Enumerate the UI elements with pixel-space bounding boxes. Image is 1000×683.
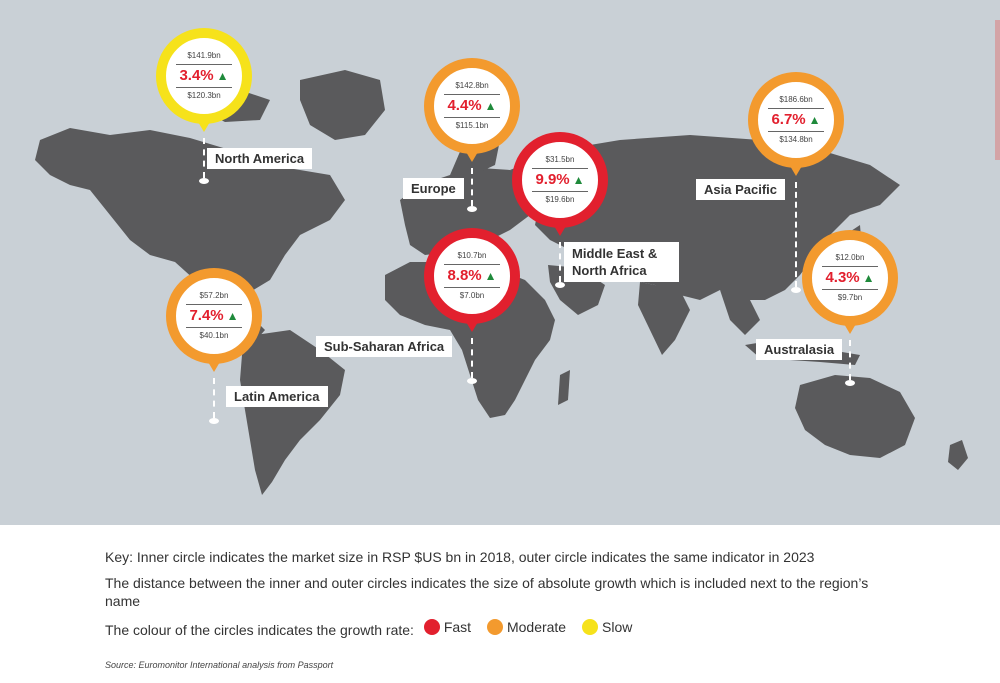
up-arrow-icon: ▲ — [216, 69, 229, 83]
market-size-2018: $120.3bn — [187, 91, 221, 100]
region-label-latin-america: Latin America — [226, 386, 328, 407]
key-line-colour: The colour of the circles indicates the … — [105, 618, 633, 638]
key-line-market-size: Key: Inner circle indicates the market s… — [105, 549, 815, 565]
pin-leader-line — [849, 340, 851, 380]
growth-rate: 4.3% ▲ — [822, 267, 878, 290]
legend-moderate: Moderate — [481, 618, 566, 636]
growth-rate: 7.4% ▲ — [186, 305, 242, 328]
growth-rate: 6.7% ▲ — [768, 109, 824, 132]
moderate-swatch-icon — [486, 619, 503, 635]
region-label-europe: Europe — [403, 178, 464, 199]
pin-anchor-dot — [467, 378, 477, 384]
pin-leader-line — [213, 378, 215, 418]
market-size-2018: $7.0bn — [459, 291, 485, 300]
pin-leader-line — [471, 338, 473, 378]
growth-rate: 9.9% ▲ — [532, 169, 588, 192]
region-label-sub-saharan-africa: Sub-Saharan Africa — [316, 336, 453, 357]
growth-bubble: $12.0bn 4.3% ▲ $9.7bn — [802, 230, 898, 326]
market-size-2023: $142.8bn — [444, 81, 500, 95]
growth-bubble: $31.5bn 9.9% ▲ $19.6bn — [512, 132, 608, 228]
growth-bubble: $186.6bn 6.7% ▲ $134.8bn — [748, 72, 844, 168]
pin-anchor-dot — [555, 282, 565, 288]
pin-leader-line — [795, 182, 797, 287]
pin-leader-line — [471, 168, 473, 206]
world-map: $141.9bn 3.4% ▲ $120.3bn North America $1… — [0, 0, 1000, 525]
region-label-north-america: North America — [207, 148, 313, 169]
market-size-2018: $40.1bn — [199, 331, 229, 340]
market-size-2023: $12.0bn — [822, 253, 878, 267]
market-size-2018: $115.1bn — [455, 121, 489, 130]
key-line-distance: The distance between the inner and outer… — [105, 575, 869, 609]
pin-anchor-dot — [209, 418, 219, 424]
growth-bubble: $10.7bn 8.8% ▲ $7.0bn — [424, 228, 520, 324]
pin-anchor-dot — [199, 178, 209, 184]
pin-anchor-dot — [791, 287, 801, 293]
market-size-2018: $19.6bn — [545, 195, 575, 204]
source-note: Source: Euromonitor International analys… — [105, 660, 334, 670]
market-size-2023: $57.2bn — [186, 291, 242, 305]
region-label-middle-east-north-africa: Middle East & North Africa — [564, 242, 679, 282]
growth-bubble: $142.8bn 4.4% ▲ $115.1bn — [424, 58, 520, 154]
fast-swatch-icon — [423, 619, 440, 635]
market-size-2023: $141.9bn — [176, 51, 232, 65]
market-size-2018: $134.8bn — [779, 135, 813, 144]
up-arrow-icon: ▲ — [862, 271, 875, 285]
up-arrow-icon: ▲ — [808, 113, 821, 127]
up-arrow-icon: ▲ — [484, 269, 497, 283]
up-arrow-icon: ▲ — [226, 309, 239, 323]
growth-bubble: $141.9bn 3.4% ▲ $120.3bn — [156, 28, 252, 124]
market-size-2023: $186.6bn — [768, 95, 824, 109]
pin-leader-line — [559, 242, 561, 282]
legend-fast: Fast — [418, 618, 471, 636]
growth-bubble: $57.2bn 7.4% ▲ $40.1bn — [166, 268, 262, 364]
edge-marker — [995, 20, 1000, 160]
map-key: Key: Inner circle indicates the market s… — [105, 548, 905, 647]
up-arrow-icon: ▲ — [484, 99, 497, 113]
slow-swatch-icon — [582, 619, 598, 635]
region-label-asia-pacific: Asia Pacific — [696, 179, 785, 200]
market-size-2023: $10.7bn — [444, 251, 500, 265]
legend-slow: Slow — [576, 618, 632, 636]
growth-rate: 8.8% ▲ — [444, 265, 500, 288]
region-label-australasia: Australasia — [756, 339, 843, 360]
growth-rate: 4.4% ▲ — [444, 95, 500, 118]
growth-rate: 3.4% ▲ — [176, 65, 232, 88]
up-arrow-icon: ▲ — [572, 173, 585, 187]
pin-anchor-dot — [467, 206, 477, 212]
market-size-2023: $31.5bn — [532, 155, 588, 169]
market-size-2018: $9.7bn — [837, 293, 863, 302]
pin-anchor-dot — [845, 380, 855, 386]
pin-leader-line — [203, 138, 205, 178]
